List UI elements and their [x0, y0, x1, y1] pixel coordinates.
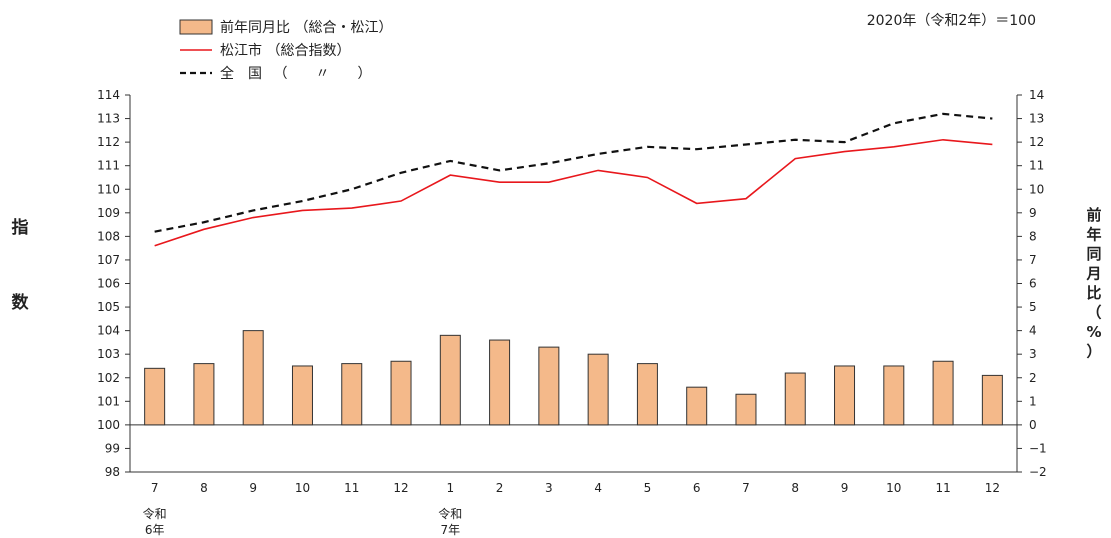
- right-axis-title-char: 月: [1085, 265, 1101, 283]
- right-axis-title-char: 同: [1086, 245, 1101, 263]
- era-label-line2: 6年: [145, 523, 165, 537]
- era-label-line1: 令和: [143, 506, 167, 521]
- base-year-note: 2020年（令和2年）＝100: [867, 13, 1036, 29]
- left-tick-label: 112: [97, 135, 120, 149]
- left-axis-title-char: 指: [12, 217, 29, 238]
- legend-label: 松江市 （総合指数）: [220, 42, 350, 59]
- x-tick-label: 11: [935, 481, 950, 495]
- bar-yoy: [883, 365, 905, 426]
- bar-yoy: [735, 393, 757, 426]
- left-tick-label: 100: [97, 418, 120, 432]
- right-tick-label: 4: [1029, 324, 1037, 338]
- right-tick-label: 1: [1029, 394, 1037, 408]
- left-tick-label: 105: [97, 300, 120, 314]
- bar-yoy: [932, 360, 954, 426]
- bar-yoy: [834, 365, 856, 426]
- bar-yoy: [784, 372, 806, 426]
- x-tick-label: 8: [791, 481, 799, 495]
- x-tick-label: 6: [693, 481, 701, 495]
- legend-label: 全 国 （ 〃 ）: [220, 65, 371, 82]
- right-tick-label: 13: [1029, 112, 1044, 126]
- left-tick-label: 114: [97, 88, 120, 102]
- left-tick-label: 104: [97, 324, 120, 338]
- bar-yoy: [144, 367, 166, 426]
- axis-titles: 指数 前年同月比 （% ）: [12, 206, 1102, 361]
- left-tick-label: 109: [97, 206, 120, 220]
- bar-yoy: [291, 365, 313, 426]
- bar-yoy: [538, 346, 560, 426]
- bar-yoy: [390, 360, 412, 426]
- x-tick-label: 3: [545, 481, 553, 495]
- right-tick-label: 8: [1029, 229, 1037, 243]
- right-tick-label: −2: [1029, 465, 1047, 479]
- left-tick-label: 99: [105, 441, 120, 455]
- left-axis-title-char: 数: [12, 292, 30, 313]
- right-tick-label: −1: [1029, 441, 1047, 455]
- bar-yoy: [242, 330, 264, 426]
- line-national: [154, 112, 993, 233]
- right-axis-title-char: 比: [1086, 284, 1101, 302]
- era-label-line2: 7年: [440, 523, 460, 537]
- left-tick-label: 101: [97, 394, 120, 408]
- x-tick-label: 7: [742, 481, 750, 495]
- right-axis-title-char: （: [1086, 304, 1101, 322]
- line-matsue: [154, 138, 993, 247]
- x-tick-label: 5: [644, 481, 652, 495]
- right-axis-title-char: 年: [1086, 226, 1101, 244]
- bar-yoy: [193, 363, 215, 426]
- x-tick-label: 10: [295, 481, 310, 495]
- right-tick-label: 0: [1029, 418, 1037, 432]
- plot-area: 9899100101102103104105106107108109110111…: [97, 88, 1047, 537]
- right-axis-title-char: 前: [1086, 206, 1101, 224]
- left-tick-label: 106: [97, 277, 120, 291]
- right-tick-label: 14: [1029, 88, 1044, 102]
- legend: 前年同月比 （総合・松江） 松江市 （総合指数） 全 国 （ 〃 ）: [179, 19, 392, 82]
- left-tick-label: 107: [97, 253, 120, 267]
- x-tick-label: 2: [496, 481, 504, 495]
- bar-yoy: [439, 334, 461, 426]
- x-tick-label: 10: [886, 481, 901, 495]
- bar-yoy: [686, 386, 708, 426]
- x-tick-label: 9: [841, 481, 849, 495]
- right-axis-title-char: %: [1086, 323, 1101, 341]
- legend-swatch-bar: [179, 19, 213, 35]
- right-tick-label: 2: [1029, 371, 1037, 385]
- right-tick-label: 5: [1029, 300, 1037, 314]
- bar-yoy: [981, 374, 1003, 426]
- right-tick-label: 6: [1029, 277, 1037, 291]
- right-tick-label: 9: [1029, 206, 1037, 220]
- left-tick-label: 110: [97, 182, 120, 196]
- legend-label: 前年同月比 （総合・松江）: [220, 19, 392, 36]
- right-tick-label: 10: [1029, 182, 1044, 196]
- right-tick-label: 3: [1029, 347, 1037, 361]
- era-label-line1: 令和: [438, 506, 462, 521]
- left-tick-label: 111: [97, 159, 120, 173]
- left-tick-label: 98: [105, 465, 120, 479]
- x-tick-label: 4: [594, 481, 602, 495]
- bar-yoy: [587, 353, 609, 426]
- x-tick-label: 7: [151, 481, 159, 495]
- right-tick-label: 12: [1029, 135, 1044, 149]
- bar-yoy: [489, 339, 511, 426]
- left-tick-label: 113: [97, 112, 120, 126]
- left-tick-label: 102: [97, 371, 120, 385]
- x-tick-label: 12: [985, 481, 1000, 495]
- left-tick-label: 103: [97, 347, 120, 361]
- x-tick-label: 11: [344, 481, 359, 495]
- x-tick-label: 9: [249, 481, 257, 495]
- x-tick-label: 1: [446, 481, 454, 495]
- bar-yoy: [636, 363, 658, 426]
- left-tick-label: 108: [97, 229, 120, 243]
- bar-yoy: [341, 363, 363, 426]
- x-tick-label: 12: [393, 481, 408, 495]
- x-tick-label: 8: [200, 481, 208, 495]
- right-axis-title-char: ）: [1086, 343, 1101, 361]
- right-tick-label: 7: [1029, 253, 1037, 267]
- right-tick-label: 11: [1029, 159, 1044, 173]
